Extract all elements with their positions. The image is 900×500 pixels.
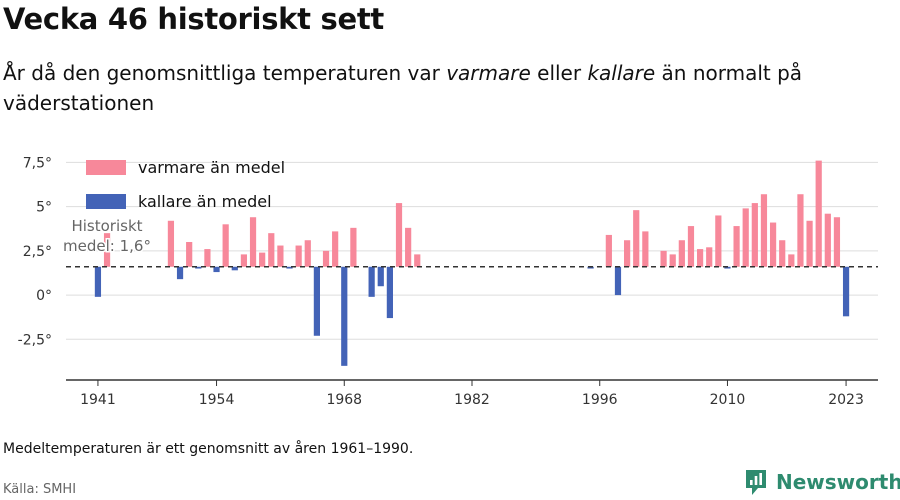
bar-warm [240,254,248,267]
y-tick-label: -2,5° [18,332,52,348]
bar-warm [222,224,229,267]
subtitle-cold-word: kallare [587,61,656,85]
bar-cold [842,266,850,317]
bar-cold [587,266,594,269]
bar-warm [103,233,111,267]
bar-warm [633,210,640,267]
y-tick-label: 2,5° [23,244,52,260]
bar-cold [341,266,348,366]
bar-warm [742,208,749,267]
bar-warm [259,252,266,267]
bar-cold [213,266,220,273]
baseline-label-line2: medel: 1,6° [63,237,151,255]
bar-warm [605,234,612,267]
bar-cold [231,266,238,271]
bar-warm [824,213,831,267]
bar-warm [669,254,676,267]
bar-cold [313,266,321,336]
y-tick-label: 0° [36,288,52,304]
legend-label-cold: kallare än medel [138,192,272,211]
subtitle-middle: eller [530,61,588,85]
x-tick-label: 1982 [454,392,490,408]
bar-cold [176,266,184,280]
bar-warm [660,250,667,267]
page-subtitle: År då den genomsnittliga temperaturen va… [3,58,883,118]
legend-swatch-warm [86,160,126,175]
bar-cold [195,266,202,269]
bar-warm [623,240,631,267]
bar-warm [751,203,758,267]
bar-warm [760,194,768,267]
bar-warm [678,240,685,267]
subtitle-warm-word: varmare [446,61,531,85]
bar-warm [304,240,311,267]
bar-cold [286,266,293,269]
bar-cold [377,266,384,287]
brand-logo: Newsworthy [744,468,900,496]
x-tick-label: 2010 [710,392,746,408]
bar-cold [94,266,102,297]
bar-warm [332,231,339,267]
bar-warm [769,222,777,267]
brand-name: Newsworthy [776,470,900,494]
bar-warm [642,231,649,267]
bar-warm [295,245,302,267]
subtitle-prefix: År då den genomsnittliga temperaturen va… [3,61,447,85]
bar-warm [204,249,211,267]
baseline-label-line1: Historiskt [71,217,142,235]
bar-warm [687,226,695,267]
bar-warm [350,227,357,267]
bar-warm [277,245,284,267]
subtitle-suffix: än normalt på väderstationen [3,61,803,115]
footnote: Medeltemperaturen är ett genomsnitt av å… [3,441,414,457]
bar-warm [706,247,713,267]
bar-warm [395,203,403,267]
x-tick-label: 2023 [828,392,864,408]
legend-swatch-cold [86,194,126,209]
bar-warm [167,220,175,267]
bar-warm [788,254,795,267]
bar-warm [733,226,740,267]
source-note: Källa: SMHI [3,482,77,497]
x-tick-label: 1968 [326,392,362,408]
temperature-bar-chart: -2,5° 0° 2,5° 5° 7,5° 1941 1954 1968 1982 1996 201… [18,155,878,408]
bar-warm [806,220,813,267]
bar-warm [715,215,722,267]
x-tick-label: 1941 [80,392,116,408]
bar-warm [414,254,421,267]
legend-label-warm: varmare än medel [138,158,285,177]
bar-warm [322,250,330,267]
x-tick-label: 1996 [582,392,618,408]
bar-cold [386,266,393,319]
bar-warm [186,242,193,267]
bar-cold [724,266,731,269]
bar-warm [696,249,704,267]
y-tick-label: 5° [36,200,52,216]
y-tick-label: 7,5° [23,155,52,171]
bar-cold [614,266,622,296]
bar-warm [779,240,786,267]
bar-cold [368,266,375,297]
bar-warm [815,160,822,267]
bar-warm [249,217,257,267]
bar-warm [268,233,275,267]
x-tick-label: 1954 [199,392,235,408]
page-title: Vecka 46 historiskt sett [3,2,384,36]
bar-warm [405,227,412,267]
bar-warm [797,194,804,267]
newsworthy-logo-icon [746,470,766,495]
bar-warm [833,217,841,267]
